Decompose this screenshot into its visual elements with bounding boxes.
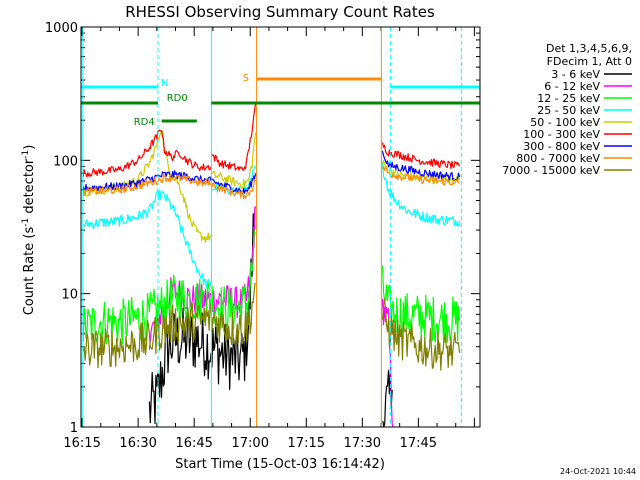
y-axis-label-mid: detector [22,158,37,218]
legend-header-line-1: Det 1,3,4,5,6,9, [546,42,632,55]
legend-entry-label: 12 - 25 keV [537,92,600,105]
y-axis-label-exp1: -1 [21,218,31,227]
plot-frame [80,26,481,428]
series-line-8 [82,283,256,369]
legend: Det 1,3,4,5,6,9, FDecim 1, Att 0 3 - 6 k… [502,42,632,177]
saa-label: S [243,73,249,84]
series-line-5 [211,102,257,171]
legend-entry-label: 7000 - 15000 keV [502,164,600,177]
x-tick-label: 17:15 [288,436,325,451]
series-line-1 [381,298,394,428]
rd4-label: RD4 [134,117,155,128]
chart-title: RHESSI Observing Summary Count Rates [125,3,435,21]
legend-entry-label: 300 - 800 keV [523,140,600,153]
series-line-3 [381,162,461,227]
series-line-6 [381,151,461,181]
legend-entry-label: 50 - 100 keV [530,116,600,129]
y-axis-label: Count Rate (s-1 detector-1) [21,145,37,316]
series-line-3 [83,189,212,289]
legend-entry-label: 3 - 6 keV [551,68,600,81]
y-tick-label: 1 [70,421,78,436]
x-tick-label: 16:30 [119,436,156,451]
x-tick-label: 17:45 [400,436,437,451]
series-line-5 [381,142,461,170]
x-tick-label: 16:15 [63,436,100,451]
series-line-4 [211,133,257,189]
legend-entry-label: 100 - 300 keV [523,128,600,141]
series-line-7 [211,179,257,200]
legend-entry-label: 800 - 7000 keV [516,152,600,165]
y-axis-label-main: Count Rate (s [22,227,37,316]
y-axis-label-end: ) [22,145,37,150]
x-tick-label: 16:45 [175,436,212,451]
x-tick-label: 17:00 [232,436,269,451]
series-line-8 [381,299,461,371]
y-axis-label-exp2: -1 [21,150,31,159]
series-line-7 [381,165,460,186]
series-line-7 [82,174,212,197]
legend-header-line-2: FDecim 1, Att 0 [547,55,632,68]
x-axis-label: Start Time (15-Oct-03 16:14:42) [175,457,385,472]
y-tick-label: 100 [53,154,78,169]
series-line-4 [82,130,212,243]
series-line-6 [211,173,257,195]
y-tick-label: 1000 [45,21,78,36]
x-tick-label: 17:30 [344,436,381,451]
legend-entry-label: 6 - 12 keV [544,80,600,93]
plot-area: 1 10 100 1000 16:15 16:30 16:45 17:00 17:15 17:30… [45,21,481,451]
legend-entry-label: 25 - 50 keV [537,104,600,117]
rd0-label: RD0 [167,93,188,104]
y-tick-label: 10 [61,288,78,303]
night-label: N [161,78,168,89]
timestamp: 24-Oct-2021 10:44 [560,467,636,476]
series-line-5 [82,129,212,178]
